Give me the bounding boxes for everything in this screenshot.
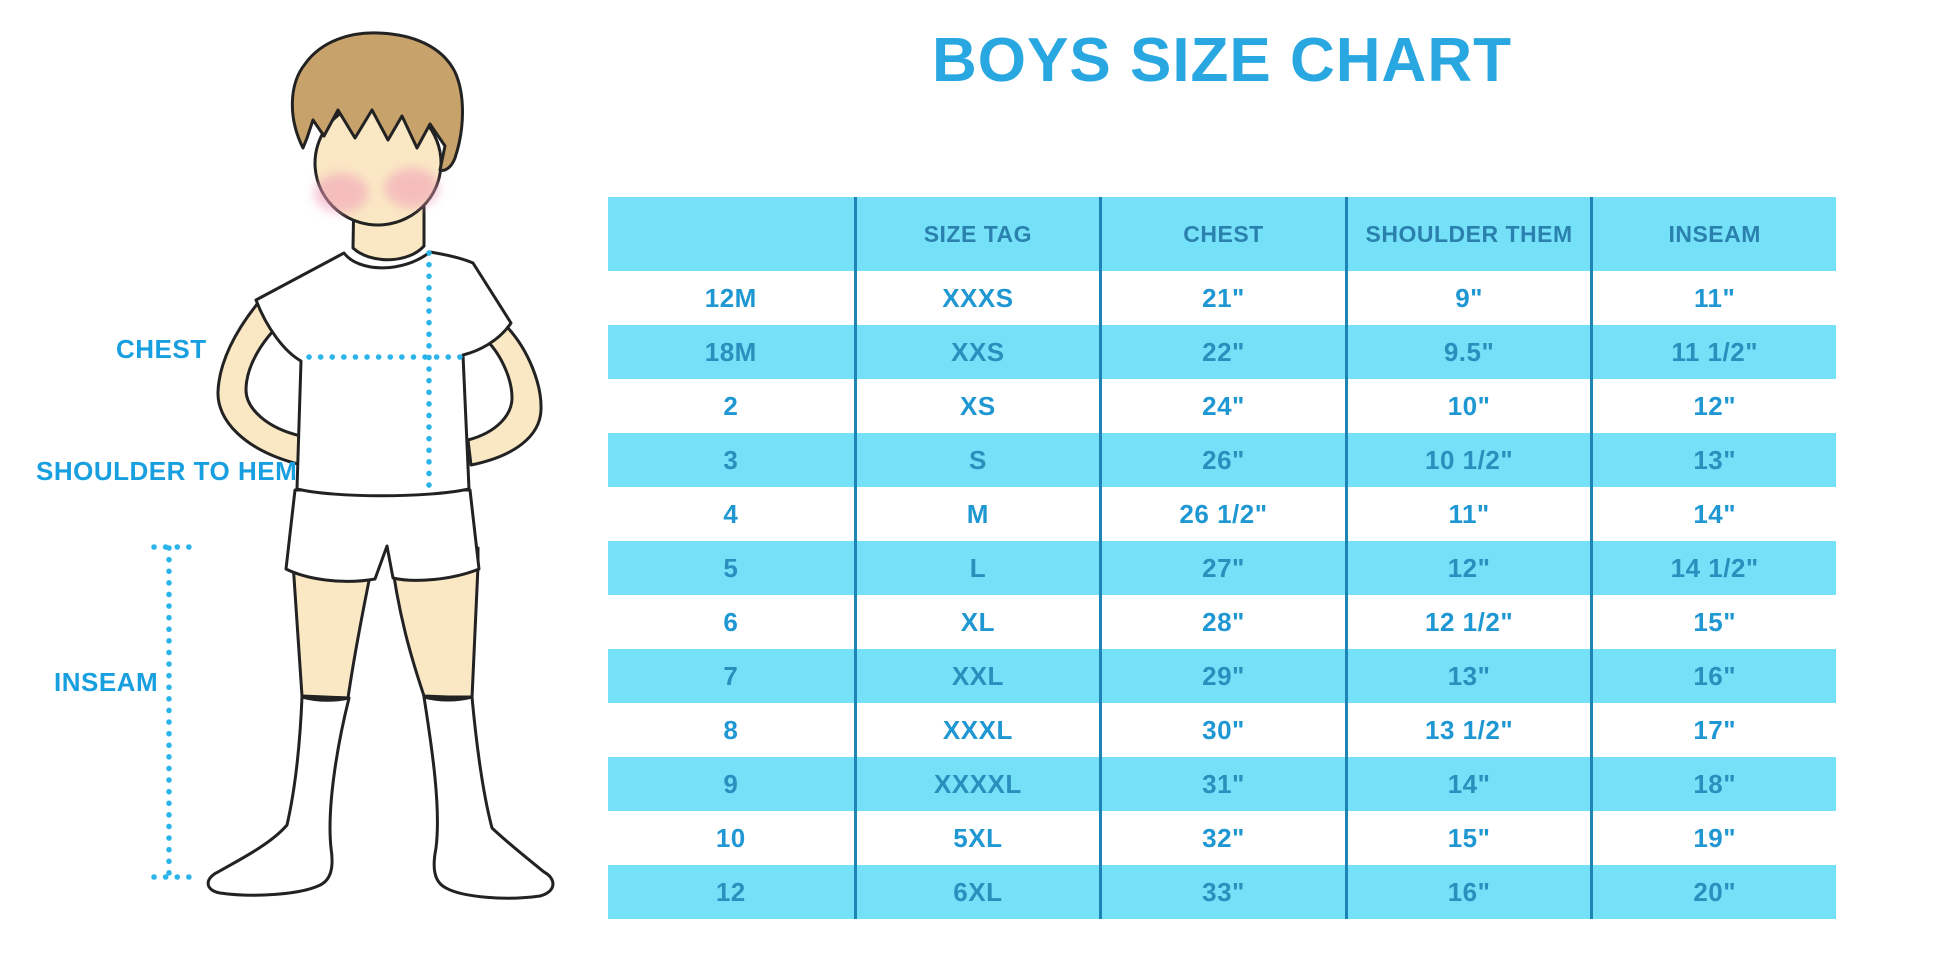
boys-size-table: SIZE TAG CHEST SHOULDER THEM INSEAM 12M … — [608, 197, 1836, 919]
cell-shoulder-to-hem: 15" — [1344, 811, 1591, 865]
cell-chest: 33" — [1099, 865, 1345, 919]
table-row: 3 S 26" 10 1/2" 13" — [608, 433, 1836, 487]
cell-chest: 32" — [1099, 811, 1345, 865]
cell-chest: 24" — [1099, 379, 1345, 433]
cell-shoulder-to-hem: 9.5" — [1344, 325, 1591, 379]
table-row: 7 XXL 29" 13" 16" — [608, 649, 1836, 703]
cell-size-tag: 5XL — [853, 811, 1100, 865]
column-header-shoulder-to-hem: SHOULDER THEM — [1344, 197, 1591, 271]
cell-inseam: 16" — [1590, 649, 1836, 703]
cell-inseam: 11 1/2" — [1590, 325, 1836, 379]
cell-size-tag: XXXL — [853, 703, 1100, 757]
shorts — [284, 488, 481, 583]
cell-shoulder-to-hem: 12" — [1344, 541, 1591, 595]
table-row: 18M XXS 22" 9.5" 11 1/2" — [608, 325, 1836, 379]
cell-chest: 26 1/2" — [1099, 487, 1345, 541]
table-row: 5 L 27" 12" 14 1/2" — [608, 541, 1836, 595]
cell-shoulder-to-hem: 13 1/2" — [1344, 703, 1591, 757]
boy-measurement-figure — [151, 31, 555, 900]
cell-size: 2 — [723, 390, 739, 421]
hair — [290, 31, 464, 172]
cell-size: 9 — [723, 768, 739, 799]
cell-size-tag: XXXXL — [853, 757, 1100, 811]
column-header-chest: CHEST — [1099, 197, 1345, 271]
cell-size-tag: XXXS — [853, 271, 1100, 325]
cell-shoulder-to-hem: 13" — [1344, 649, 1591, 703]
cell-chest: 28" — [1099, 595, 1345, 649]
chest-measure-label: CHEST — [116, 334, 207, 364]
cell-size: 7 — [723, 660, 739, 691]
table-row: 8 XXXL 30" 13 1/2" 17" — [608, 703, 1836, 757]
table-row: 2 XS 24" 10" 12" — [608, 379, 1836, 433]
cell-chest: 30" — [1099, 703, 1345, 757]
column-header-inseam: INSEAM — [1590, 197, 1836, 271]
cell-size-tag: XL — [853, 595, 1100, 649]
cell-inseam: 17" — [1590, 703, 1836, 757]
cell-chest: 26" — [1099, 433, 1345, 487]
cell-inseam: 14" — [1590, 487, 1836, 541]
table-row: 12 6XL 33" 16" 20" — [608, 865, 1836, 919]
right-sock — [422, 695, 555, 900]
cell-chest: 29" — [1099, 649, 1345, 703]
cell-size: 5 — [723, 552, 739, 583]
cell-shoulder-to-hem: 10 1/2" — [1344, 433, 1591, 487]
table-row: 12M XXXS 21" 9" 11" — [608, 271, 1836, 325]
right-arm — [466, 326, 543, 467]
cell-inseam: 12" — [1590, 379, 1836, 433]
cell-size-tag: S — [853, 433, 1100, 487]
table-row: 6 XL 28" 12 1/2" 15" — [608, 595, 1836, 649]
cell-inseam: 14 1/2" — [1590, 541, 1836, 595]
cell-shoulder-to-hem: 11" — [1344, 487, 1591, 541]
cell-size-tag: M — [853, 487, 1100, 541]
cell-size-tag: XS — [853, 379, 1100, 433]
cell-chest: 21" — [1099, 271, 1345, 325]
cell-inseam: 13" — [1590, 433, 1836, 487]
cell-size-tag: XXL — [853, 649, 1100, 703]
column-header-size — [608, 197, 854, 271]
cell-size-tag: L — [853, 541, 1100, 595]
cell-shoulder-to-hem: 14" — [1344, 757, 1591, 811]
cell-inseam: 19" — [1590, 811, 1836, 865]
cell-shoulder-to-hem: 9" — [1344, 271, 1591, 325]
cell-chest: 27" — [1099, 541, 1345, 595]
cell-size-tag: XXS — [853, 325, 1100, 379]
cell-inseam: 18" — [1590, 757, 1836, 811]
right-cheek — [385, 168, 439, 208]
left-cheek — [314, 173, 368, 213]
cell-size: 3 — [723, 444, 739, 475]
cell-inseam: 20" — [1590, 865, 1836, 919]
left-sock — [206, 695, 351, 897]
left-sock-cuff — [300, 695, 351, 702]
cell-inseam: 11" — [1590, 271, 1836, 325]
cell-shoulder-to-hem: 16" — [1344, 865, 1591, 919]
cell-size: 8 — [723, 714, 739, 745]
shoulder-to-hem-measure-label: SHOULDER TO HEM — [36, 456, 298, 486]
cell-shoulder-to-hem: 10" — [1344, 379, 1591, 433]
table-row: 4 M 26 1/2" 11" 14" — [608, 487, 1836, 541]
table-header-row: SIZE TAG CHEST SHOULDER THEM INSEAM — [608, 197, 1836, 271]
cell-chest: 22" — [1099, 325, 1345, 379]
cell-size: 6 — [723, 606, 739, 637]
cell-size: 12 — [715, 876, 746, 907]
cell-size: 4 — [723, 498, 739, 529]
measurement-lines — [151, 250, 464, 880]
cell-size: 18M — [704, 336, 757, 367]
cell-shoulder-to-hem: 12 1/2" — [1344, 595, 1591, 649]
cell-chest: 31" — [1099, 757, 1345, 811]
cell-inseam: 15" — [1590, 595, 1836, 649]
inseam-measure-label: INSEAM — [54, 667, 159, 697]
page-title: BOYS SIZE CHART — [932, 26, 1512, 95]
right-sock-cuff — [422, 695, 474, 702]
column-header-size-tag: SIZE TAG — [853, 197, 1100, 271]
cell-size: 12M — [704, 282, 757, 313]
t-shirt — [254, 250, 513, 498]
table-row: 10 5XL 32" 15" 19" — [608, 811, 1836, 865]
cell-size-tag: 6XL — [853, 865, 1100, 919]
table-row: 9 XXXXL 31" 14" 18" — [608, 757, 1836, 811]
cell-size: 10 — [715, 822, 746, 853]
